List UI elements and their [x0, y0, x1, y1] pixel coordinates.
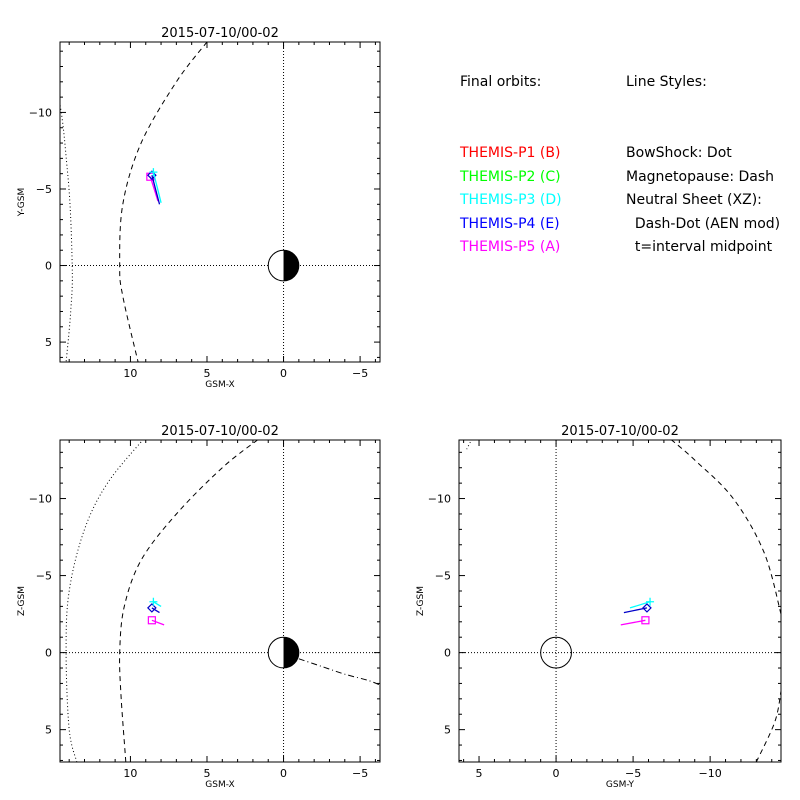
earth-nightside: [283, 637, 299, 668]
y-tick-label: −10: [29, 493, 52, 506]
plot-area: [60, 440, 380, 762]
plot-frame: [59, 439, 381, 763]
plot-area: [459, 440, 781, 762]
x-tick-label: 0: [553, 767, 560, 780]
orbit-line: [620, 619, 646, 626]
magnetopause-curve: [755, 691, 781, 762]
x-tick-label: 5: [203, 367, 210, 380]
legend-heading: Final orbits:: [460, 74, 542, 91]
orbit-marker-diamond: [147, 170, 157, 181]
x-tick-label: −10: [699, 767, 722, 780]
magnetopause-curve: [671, 440, 781, 615]
y-tick-label: −5: [36, 570, 52, 583]
orbit-line: [151, 607, 160, 614]
bow-shock-curve: [466, 440, 472, 450]
y-tick-label: 0: [444, 647, 451, 660]
orbit-marker-square: [641, 616, 650, 625]
legend-item: THEMIS-P3 (D): [460, 192, 562, 209]
bow-shock-curve: [60, 102, 73, 362]
line-styles-heading: Line Styles:: [626, 74, 707, 91]
orbit-marker-plus: [646, 597, 655, 606]
orbit-marker-diamond: [642, 603, 652, 613]
plot-title: 2015-07-10/00-02: [161, 424, 279, 439]
legend-item: THEMIS-P4 (E): [460, 215, 560, 232]
plot-frame: [458, 439, 782, 763]
orbit-line: [153, 601, 162, 607]
x-tick-label: 5: [476, 767, 483, 780]
plot-panel: 5 0 −5 −10 −10 −5 0 5 2015-07-10/00-02 GSM-Y Z-GSM: [416, 424, 782, 790]
line-style-entry: Dash-Dot (AEN mod): [626, 215, 781, 232]
y-tick-label: −5: [36, 183, 52, 196]
orbit-marker-plus: [149, 168, 158, 177]
x-tick-label: 0: [280, 367, 287, 380]
orbit-line: [152, 171, 162, 203]
plot-title: 2015-07-10/00-02: [561, 424, 679, 439]
y-tick-label: −5: [435, 570, 451, 583]
y-axis-label: Z-GSM: [17, 586, 27, 616]
plot-title: 2015-07-10/00-02: [161, 26, 279, 41]
orbit-marker-diamond: [147, 603, 157, 613]
y-tick-label: 5: [45, 336, 52, 349]
x-tick-label: −5: [352, 367, 368, 380]
line-style-entry: BowShock: Dot: [626, 144, 732, 161]
y-tick-label: 0: [45, 647, 52, 660]
x-tick-label: 10: [123, 367, 137, 380]
earth-nightside: [283, 250, 299, 281]
y-tick-label: −10: [29, 106, 52, 119]
x-tick-label: −5: [625, 767, 641, 780]
legend-item: THEMIS-P1 (B): [460, 144, 561, 161]
line-style-entry: Neutral Sheet (XZ):: [626, 192, 762, 209]
x-tick-label: 10: [123, 767, 137, 780]
legend-item: THEMIS-P5 (A): [460, 239, 561, 256]
plot-panel: 10 5 0 −5 −10 −5 0 5 2015-07-10/00-02 GSM-X Z-GSM: [17, 424, 381, 790]
x-tick-label: 5: [203, 767, 210, 780]
plot-panel: 10 5 0 −5 −10 −5 0 5 2015-07-10/00-02 GSM-X Y-GSM: [17, 26, 381, 390]
bow-shock-curve: [65, 440, 144, 762]
orbit-marker-plus: [149, 597, 158, 606]
y-tick-label: 5: [444, 724, 451, 737]
plot-area: [60, 42, 380, 362]
magnetopause-curve: [119, 42, 208, 362]
x-tick-label: 0: [280, 767, 287, 780]
line-style-entry: Magnetopause: Dash: [626, 168, 775, 185]
x-tick-label: −5: [352, 767, 368, 780]
x-axis-label: GSM-X: [205, 380, 234, 390]
y-axis-label: Y-GSM: [17, 188, 27, 217]
orbit-line: [151, 175, 161, 205]
x-axis-label: GSM-Y: [606, 780, 635, 790]
orbit-marker-square: [147, 616, 156, 625]
legend-item: THEMIS-P2 (C): [460, 168, 561, 185]
orbit-line: [151, 619, 165, 626]
line-styles-legend: Line Styles: BowShock: Dot Magnetopause: …: [626, 24, 780, 255]
magnetopause-curve: [119, 440, 258, 762]
plot-frame: [59, 41, 381, 363]
orbit-legend: Final orbits: THEMIS-P1 (B) THEMIS-P2 (C)…: [460, 24, 562, 255]
y-tick-label: −10: [428, 493, 451, 506]
line-style-entry: t=interval midpoint: [626, 239, 773, 256]
neutral-sheet-curve: [298, 658, 380, 686]
x-axis-label: GSM-X: [205, 780, 234, 790]
y-axis-label: Z-GSM: [416, 586, 426, 616]
orbit-line: [629, 601, 651, 609]
y-tick-label: 5: [45, 724, 52, 737]
earth-outline: [540, 636, 572, 669]
y-tick-label: 0: [45, 260, 52, 273]
